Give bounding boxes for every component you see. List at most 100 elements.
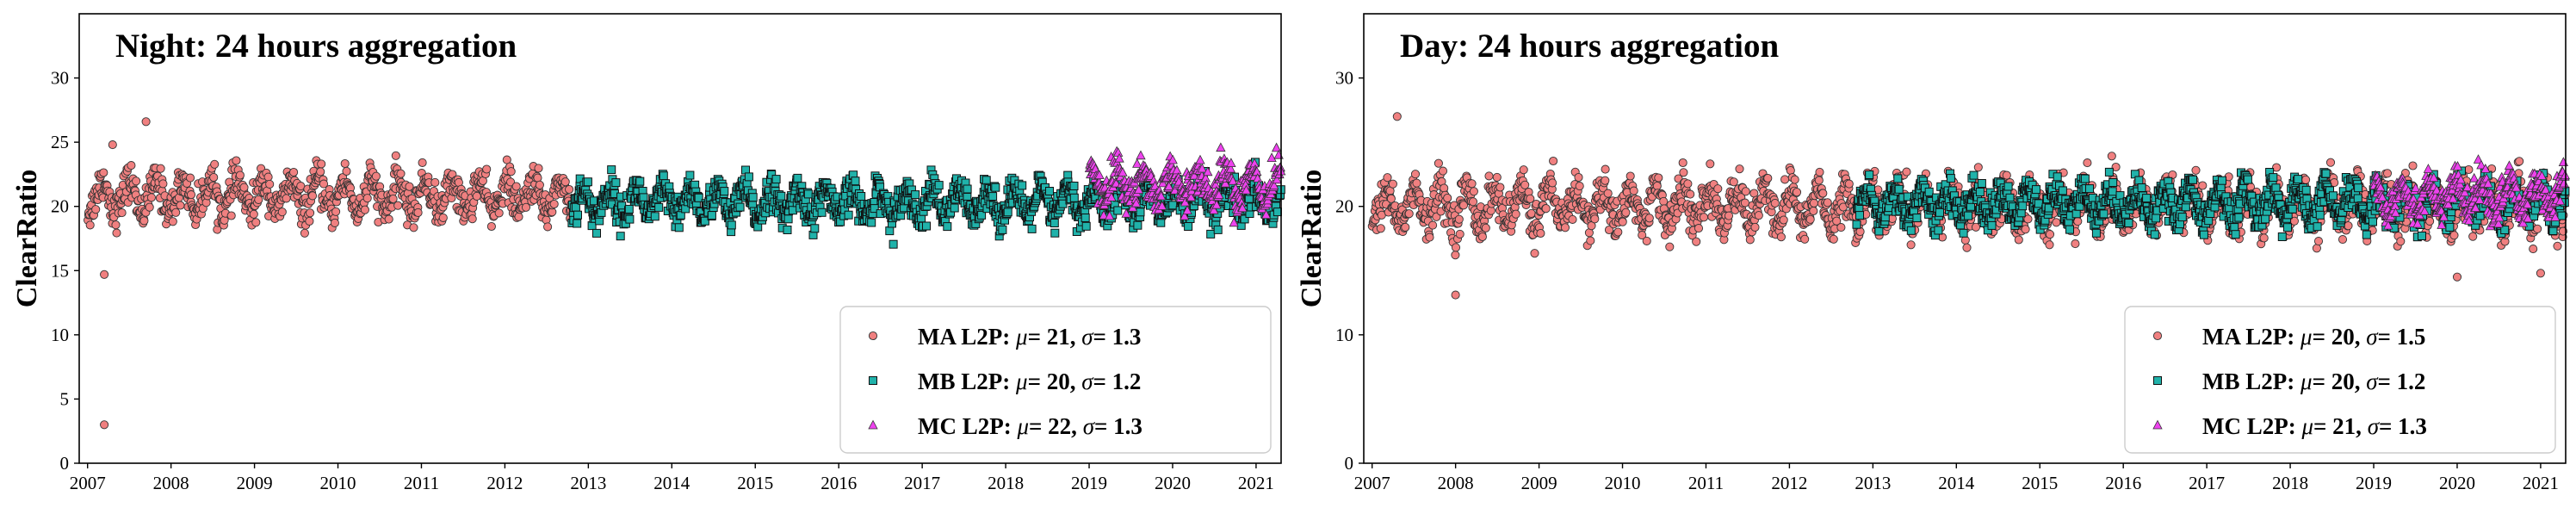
data-point	[1389, 180, 1396, 188]
data-point	[1837, 224, 1845, 232]
data-point	[1217, 143, 1225, 152]
data-point	[1542, 205, 1550, 213]
data-point	[1626, 172, 1634, 180]
data-point	[2302, 176, 2310, 183]
data-point	[1619, 218, 1626, 226]
data-point	[640, 194, 647, 201]
data-point	[1169, 201, 1177, 209]
data-point	[1387, 195, 1395, 202]
data-point	[1810, 207, 1817, 214]
data-point	[1214, 226, 1222, 233]
data-point	[236, 171, 244, 179]
data-point	[626, 215, 634, 223]
data-point	[1413, 179, 1421, 187]
data-point	[1666, 243, 1674, 251]
data-point	[1207, 230, 1215, 238]
data-point	[1136, 151, 1145, 159]
data-point	[278, 208, 286, 216]
data-point	[1687, 190, 1694, 198]
legend-mu-value: = 22,	[1029, 413, 1083, 439]
data-point	[544, 223, 552, 231]
data-point	[1601, 177, 1609, 184]
data-point	[1493, 173, 1501, 181]
data-point	[1875, 227, 1883, 235]
data-point	[317, 168, 325, 176]
data-point	[1478, 232, 1486, 240]
data-point	[1856, 212, 1864, 220]
data-point	[1439, 167, 1446, 175]
data-point	[1972, 223, 1979, 231]
data-point	[566, 185, 573, 193]
data-point	[147, 194, 155, 201]
data-point	[1806, 215, 1814, 223]
data-point	[1157, 219, 1165, 226]
data-point	[146, 203, 153, 211]
data-point	[1925, 188, 1933, 195]
data-point	[1469, 198, 1477, 206]
data-point	[1714, 185, 1722, 193]
data-point	[708, 212, 715, 220]
legend-sigma-value: = 1.3	[1093, 324, 1142, 350]
legend-entry: MC L2P: μ= 22, σ= 1.3	[918, 413, 1142, 439]
data-point	[1456, 230, 1464, 238]
y-tick-label: 5	[60, 388, 70, 409]
y-tick-label: 0	[60, 453, 70, 474]
data-point	[392, 152, 399, 159]
data-point	[2084, 159, 2091, 167]
data-point	[1070, 194, 1078, 201]
data-point	[573, 220, 581, 227]
data-point	[655, 203, 663, 211]
data-point	[1426, 233, 1434, 241]
data-point	[1452, 244, 1459, 251]
data-point	[363, 195, 371, 202]
x-tick-label: 2009	[237, 473, 273, 493]
data-point	[2344, 222, 2352, 230]
legend-series-name: MB L2P:	[918, 369, 1016, 394]
y-tick-label: 20	[51, 196, 69, 217]
data-point	[1019, 182, 1026, 189]
data-point	[2530, 245, 2537, 253]
data-point	[264, 173, 272, 181]
data-point	[2053, 219, 2060, 226]
legend-sigma-value: = 1.3	[1094, 413, 1142, 439]
data-point	[1527, 209, 1535, 217]
legend-mu-value: = 21,	[1028, 324, 1082, 350]
data-point	[2383, 170, 2391, 177]
data-point	[2338, 236, 2346, 244]
data-point	[306, 217, 313, 225]
data-point	[886, 227, 894, 235]
data-point	[1894, 175, 1902, 183]
data-point	[1496, 183, 1504, 191]
data-point	[728, 221, 735, 229]
data-point	[1050, 220, 1058, 227]
data-point	[2554, 242, 2561, 250]
data-point	[982, 177, 990, 184]
data-point	[1935, 226, 1942, 234]
data-point	[2326, 158, 2334, 166]
data-point	[616, 232, 624, 240]
data-point	[1393, 113, 1401, 121]
data-point	[2199, 182, 2207, 189]
data-point	[187, 191, 195, 199]
data-point	[2004, 183, 2012, 190]
data-point	[1819, 189, 1827, 197]
data-point	[1746, 236, 1754, 244]
data-point	[2046, 231, 2053, 239]
data-point	[1653, 182, 1661, 189]
data-point	[127, 162, 135, 170]
data-point	[2534, 225, 2542, 232]
data-point	[1791, 176, 1799, 183]
data-point	[659, 172, 667, 180]
data-point	[483, 165, 491, 173]
data-point	[944, 223, 951, 231]
data-point	[1694, 225, 1702, 232]
x-tick-label: 2008	[153, 473, 189, 493]
data-point	[535, 164, 542, 172]
data-point	[2046, 241, 2053, 249]
data-point	[870, 377, 877, 385]
data-point	[1965, 212, 1972, 220]
data-point	[515, 213, 523, 220]
data-point	[100, 169, 108, 177]
data-point	[341, 159, 349, 167]
